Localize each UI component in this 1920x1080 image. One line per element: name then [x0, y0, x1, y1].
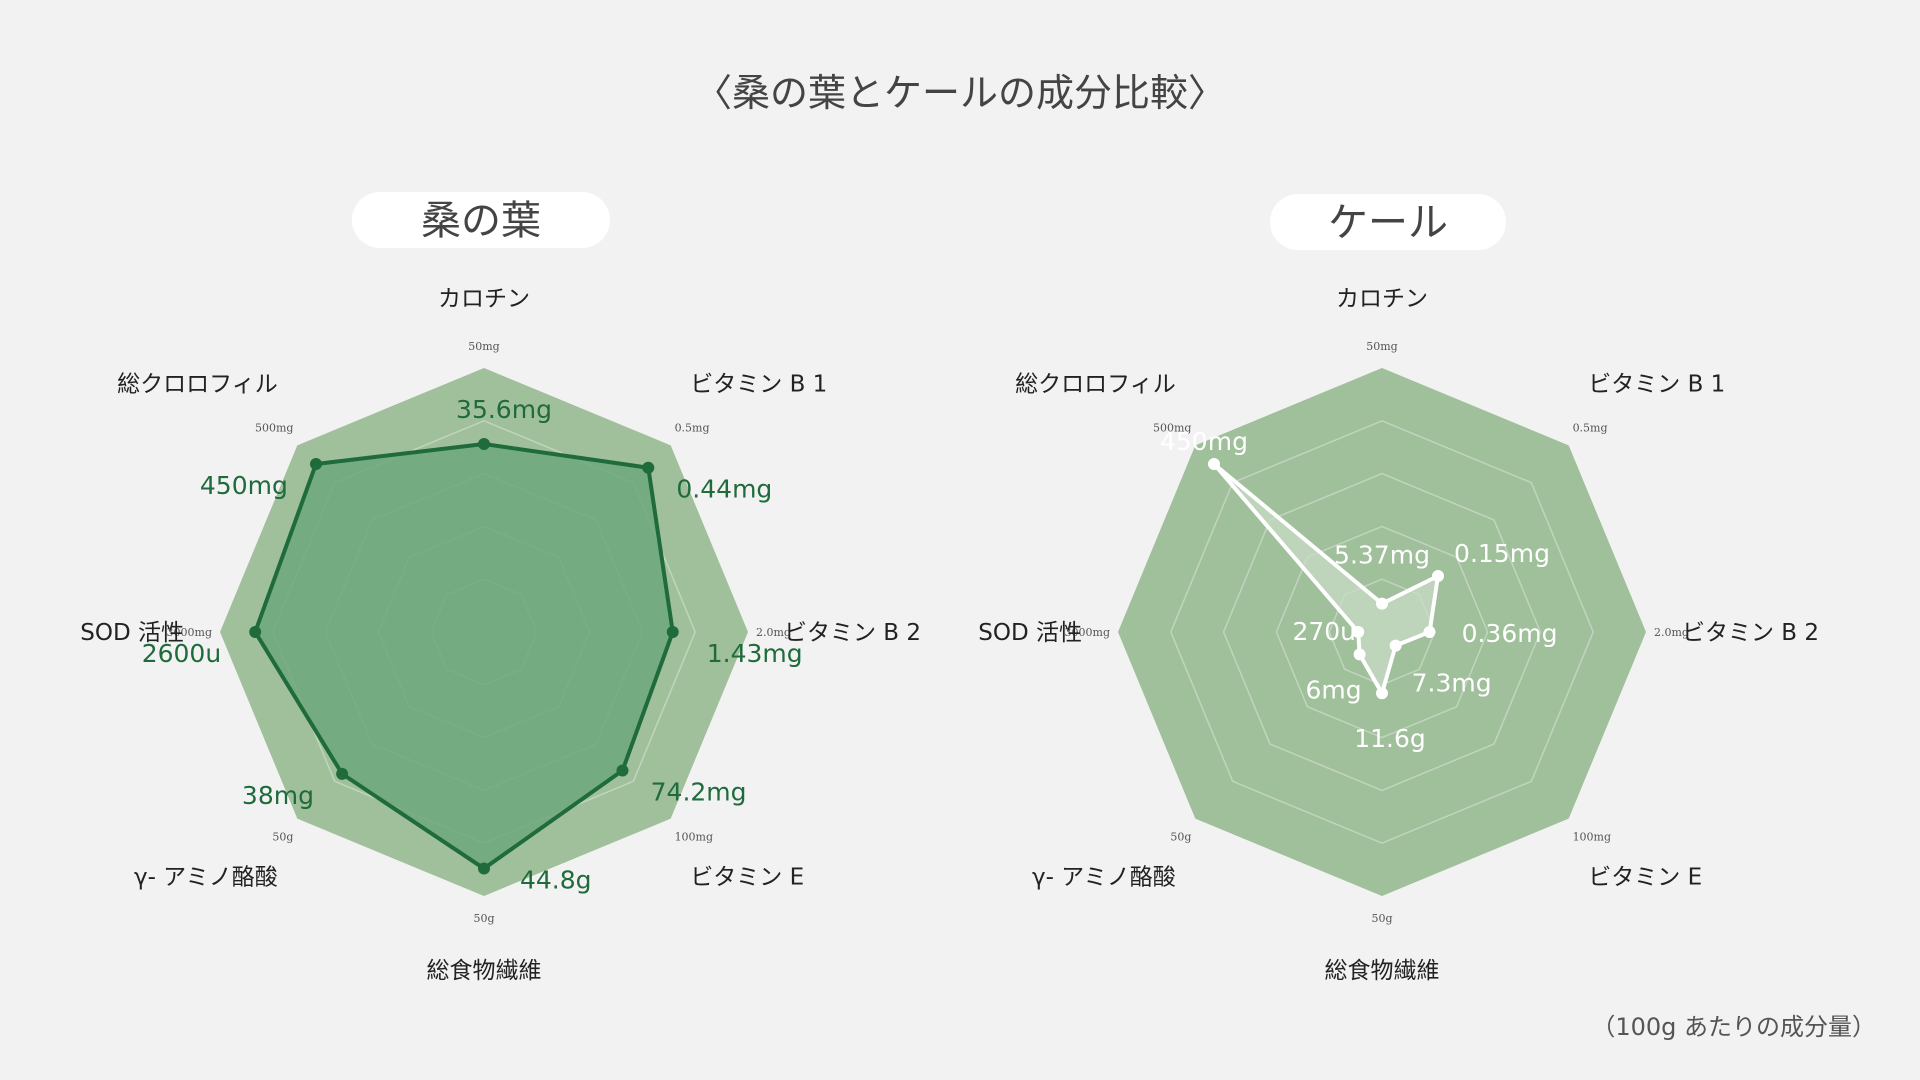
axis-max-label: 50g [272, 831, 293, 844]
axis-label: ビタミン E [1588, 864, 1702, 890]
axis-max-label: 100mg [1573, 831, 1611, 844]
axis-label: γ- アミノ酪酸 [134, 864, 278, 890]
data-value-label: 74.2mg [651, 778, 747, 807]
radar-data-point [1376, 597, 1388, 610]
axis-max-label: 50mg [1366, 340, 1397, 353]
axis-label: ビタミン B 2 [1682, 620, 1819, 646]
radar-data-point [1432, 569, 1445, 582]
radar-data-point [1352, 626, 1365, 638]
data-value-label: 6mg [1306, 675, 1362, 704]
data-value-label: 7.3mg [1412, 669, 1492, 698]
data-value-label: 11.6g [1354, 724, 1426, 753]
data-value-label: 44.8g [520, 866, 592, 895]
data-value-label: 450mg [200, 471, 288, 500]
radar-data-point [478, 438, 490, 451]
axis-max-label: 100mg [675, 831, 713, 844]
axis-label: ビタミン B 1 [690, 372, 827, 398]
radar-data-point [309, 457, 322, 470]
radar-data-point [478, 862, 490, 875]
axis-label: カロチン [1336, 286, 1428, 312]
page-title: 〈桑の葉とケールの成分比較〉 [693, 71, 1226, 115]
radar-data-point [616, 764, 629, 777]
axis-label: 総食物繊維 [1325, 958, 1440, 984]
radar-grid-ring [1169, 419, 1595, 845]
axis-label: 総食物繊維 [427, 958, 542, 984]
axis-max-label: 50g [1371, 912, 1392, 925]
axis-max-label: 3000mg [167, 626, 212, 639]
chart-title: 桑の葉 [421, 198, 541, 244]
axis-max-label: 50mg [468, 340, 499, 353]
axis-max-label: 0.5mg [675, 421, 710, 434]
data-value-label: 35.6mg [456, 395, 552, 424]
radar-data-point [336, 767, 349, 780]
radar-data-point [1207, 457, 1220, 470]
radar-data-point [1376, 687, 1388, 700]
radar-data-point [1353, 648, 1366, 661]
axis-max-label: 2.0mg [756, 626, 791, 639]
radar-data-point [249, 626, 262, 638]
radar-data-point [666, 626, 679, 638]
axis-max-label: 500mg [1153, 421, 1191, 434]
axis-max-label: 3000mg [1065, 626, 1110, 639]
data-value-label: 2600u [142, 639, 221, 668]
axis-label: SOD 活性 [80, 620, 184, 646]
axis-max-label: 50g [1170, 831, 1191, 844]
footnote: （100g あたりの成分量） [1591, 1013, 1876, 1041]
axis-max-label: 500mg [255, 421, 293, 434]
data-value-label: 5.37mg [1334, 541, 1430, 570]
data-value-label: 0.44mg [676, 475, 772, 504]
radar-grid-ring [1222, 472, 1542, 792]
axis-max-label: 0.5mg [1573, 421, 1608, 434]
axis-label: ビタミン B 1 [1588, 372, 1725, 398]
axis-label: 総クロロフィル [117, 372, 278, 398]
radar-grid-ring [1275, 525, 1489, 739]
radar-data-point [1423, 626, 1436, 638]
data-value-label: 1.43mg [707, 639, 803, 668]
chart-title: ケール [1328, 200, 1448, 246]
axis-label: ビタミン B 2 [784, 620, 921, 646]
axis-label: SOD 活性 [978, 620, 1082, 646]
axis-label: カロチン [438, 286, 530, 312]
data-value-label: 0.36mg [1462, 619, 1558, 648]
radar-data-point [1389, 639, 1402, 652]
chart-title-pill [1270, 194, 1506, 250]
axis-label: γ- アミノ酪酸 [1032, 864, 1176, 890]
radar-data-point [642, 461, 655, 474]
axis-max-label: 50g [473, 912, 494, 925]
data-value-label: 270u [1292, 617, 1356, 646]
chart-title-pill [352, 192, 610, 248]
data-value-label: 0.15mg [1454, 539, 1550, 568]
axis-max-label: 2.0mg [1654, 626, 1689, 639]
data-value-label: 38mg [242, 781, 314, 810]
axis-label: ビタミン E [690, 864, 804, 890]
axis-label: 総クロロフィル [1015, 372, 1176, 398]
data-value-label: 450mg [1160, 427, 1248, 456]
